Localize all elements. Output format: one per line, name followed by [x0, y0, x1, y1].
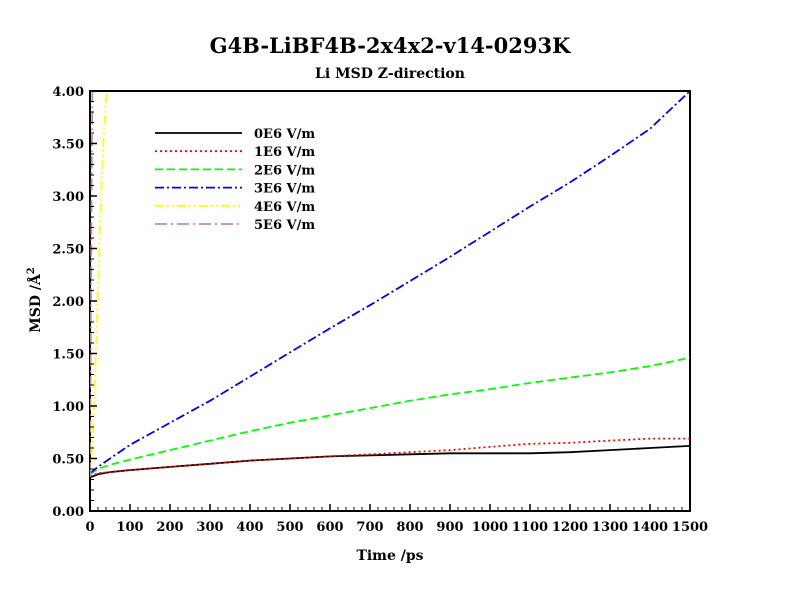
x-tick-label: 1200	[552, 520, 588, 535]
x-tick-label: 1400	[632, 520, 668, 535]
y-tick-label: 2.00	[52, 295, 84, 310]
y-tick-label: 2.50	[52, 243, 84, 258]
legend-label: 4E6 V/m	[254, 200, 315, 215]
series-line-2e6-v-m	[90, 356, 690, 476]
series-layer	[90, 91, 690, 479]
plot-frame	[89, 90, 691, 512]
legend-label: 3E6 V/m	[254, 182, 315, 197]
y-axis-ticks: 0.00 0.50 1.00 1.50 2.00 2.50 3.00 3.50 4.00	[52, 85, 97, 520]
y-tick-label: 3.50	[52, 138, 84, 153]
chart-subtitle: Li MSD Z-direction	[315, 66, 465, 82]
legend-label: 0E6 V/m	[254, 127, 315, 142]
y-tick-label: 1.50	[52, 348, 84, 363]
x-tick-label: 300	[196, 520, 223, 535]
y-tick-label: 3.00	[52, 190, 84, 205]
y-axis-label-superscript: 2	[26, 267, 37, 274]
series-line-1e6-v-m	[90, 437, 690, 478]
y-axis-label-main: MSD /Å	[26, 273, 44, 333]
x-tick-label: 200	[156, 520, 183, 535]
x-axis-ticks: 0 100 200 300 400 500 600 700 800 900 1000 1100 1200…	[85, 504, 708, 535]
y-tick-label: 0.00	[52, 505, 84, 520]
legend-label: 1E6 V/m	[254, 145, 315, 160]
x-tick-label: 1000	[472, 520, 508, 535]
y-axis-label: MSD /Å2	[26, 267, 44, 333]
x-tick-label: 1500	[672, 520, 708, 535]
x-tick-label: 100	[116, 520, 143, 535]
y-tick-label: 4.00	[52, 85, 84, 100]
x-tick-label: 400	[236, 520, 263, 535]
x-tick-label: 0	[85, 520, 94, 535]
y-tick-label: 0.50	[52, 453, 84, 468]
legend: 0E6 V/m 1E6 V/m 2E6 V/m 3E6 V/m 4E6 V/m 5E6 V…	[155, 127, 315, 233]
x-tick-label: 1300	[592, 520, 628, 535]
x-tick-label: 900	[436, 520, 463, 535]
x-tick-label: 700	[356, 520, 383, 535]
x-tick-label: 500	[276, 520, 303, 535]
x-tick-label: 1100	[512, 520, 548, 535]
x-axis-label: Time /ps	[356, 548, 423, 564]
legend-label: 5E6 V/m	[254, 218, 315, 233]
chart-title: G4B-LiBF4B-2x4x2-v14-0293K	[210, 33, 571, 58]
series-line-3e6-v-m	[90, 91, 690, 474]
x-tick-label: 800	[396, 520, 423, 535]
plot-area: 0 100 200 300 400 500 600 700 800 900 1000 1100 1200…	[52, 85, 708, 535]
series-line-4e6-v-m	[90, 91, 109, 477]
legend-label: 2E6 V/m	[254, 163, 315, 178]
x-tick-label: 600	[316, 520, 343, 535]
y-tick-label: 1.00	[52, 400, 84, 415]
series-line-0e6-v-m	[90, 445, 690, 479]
